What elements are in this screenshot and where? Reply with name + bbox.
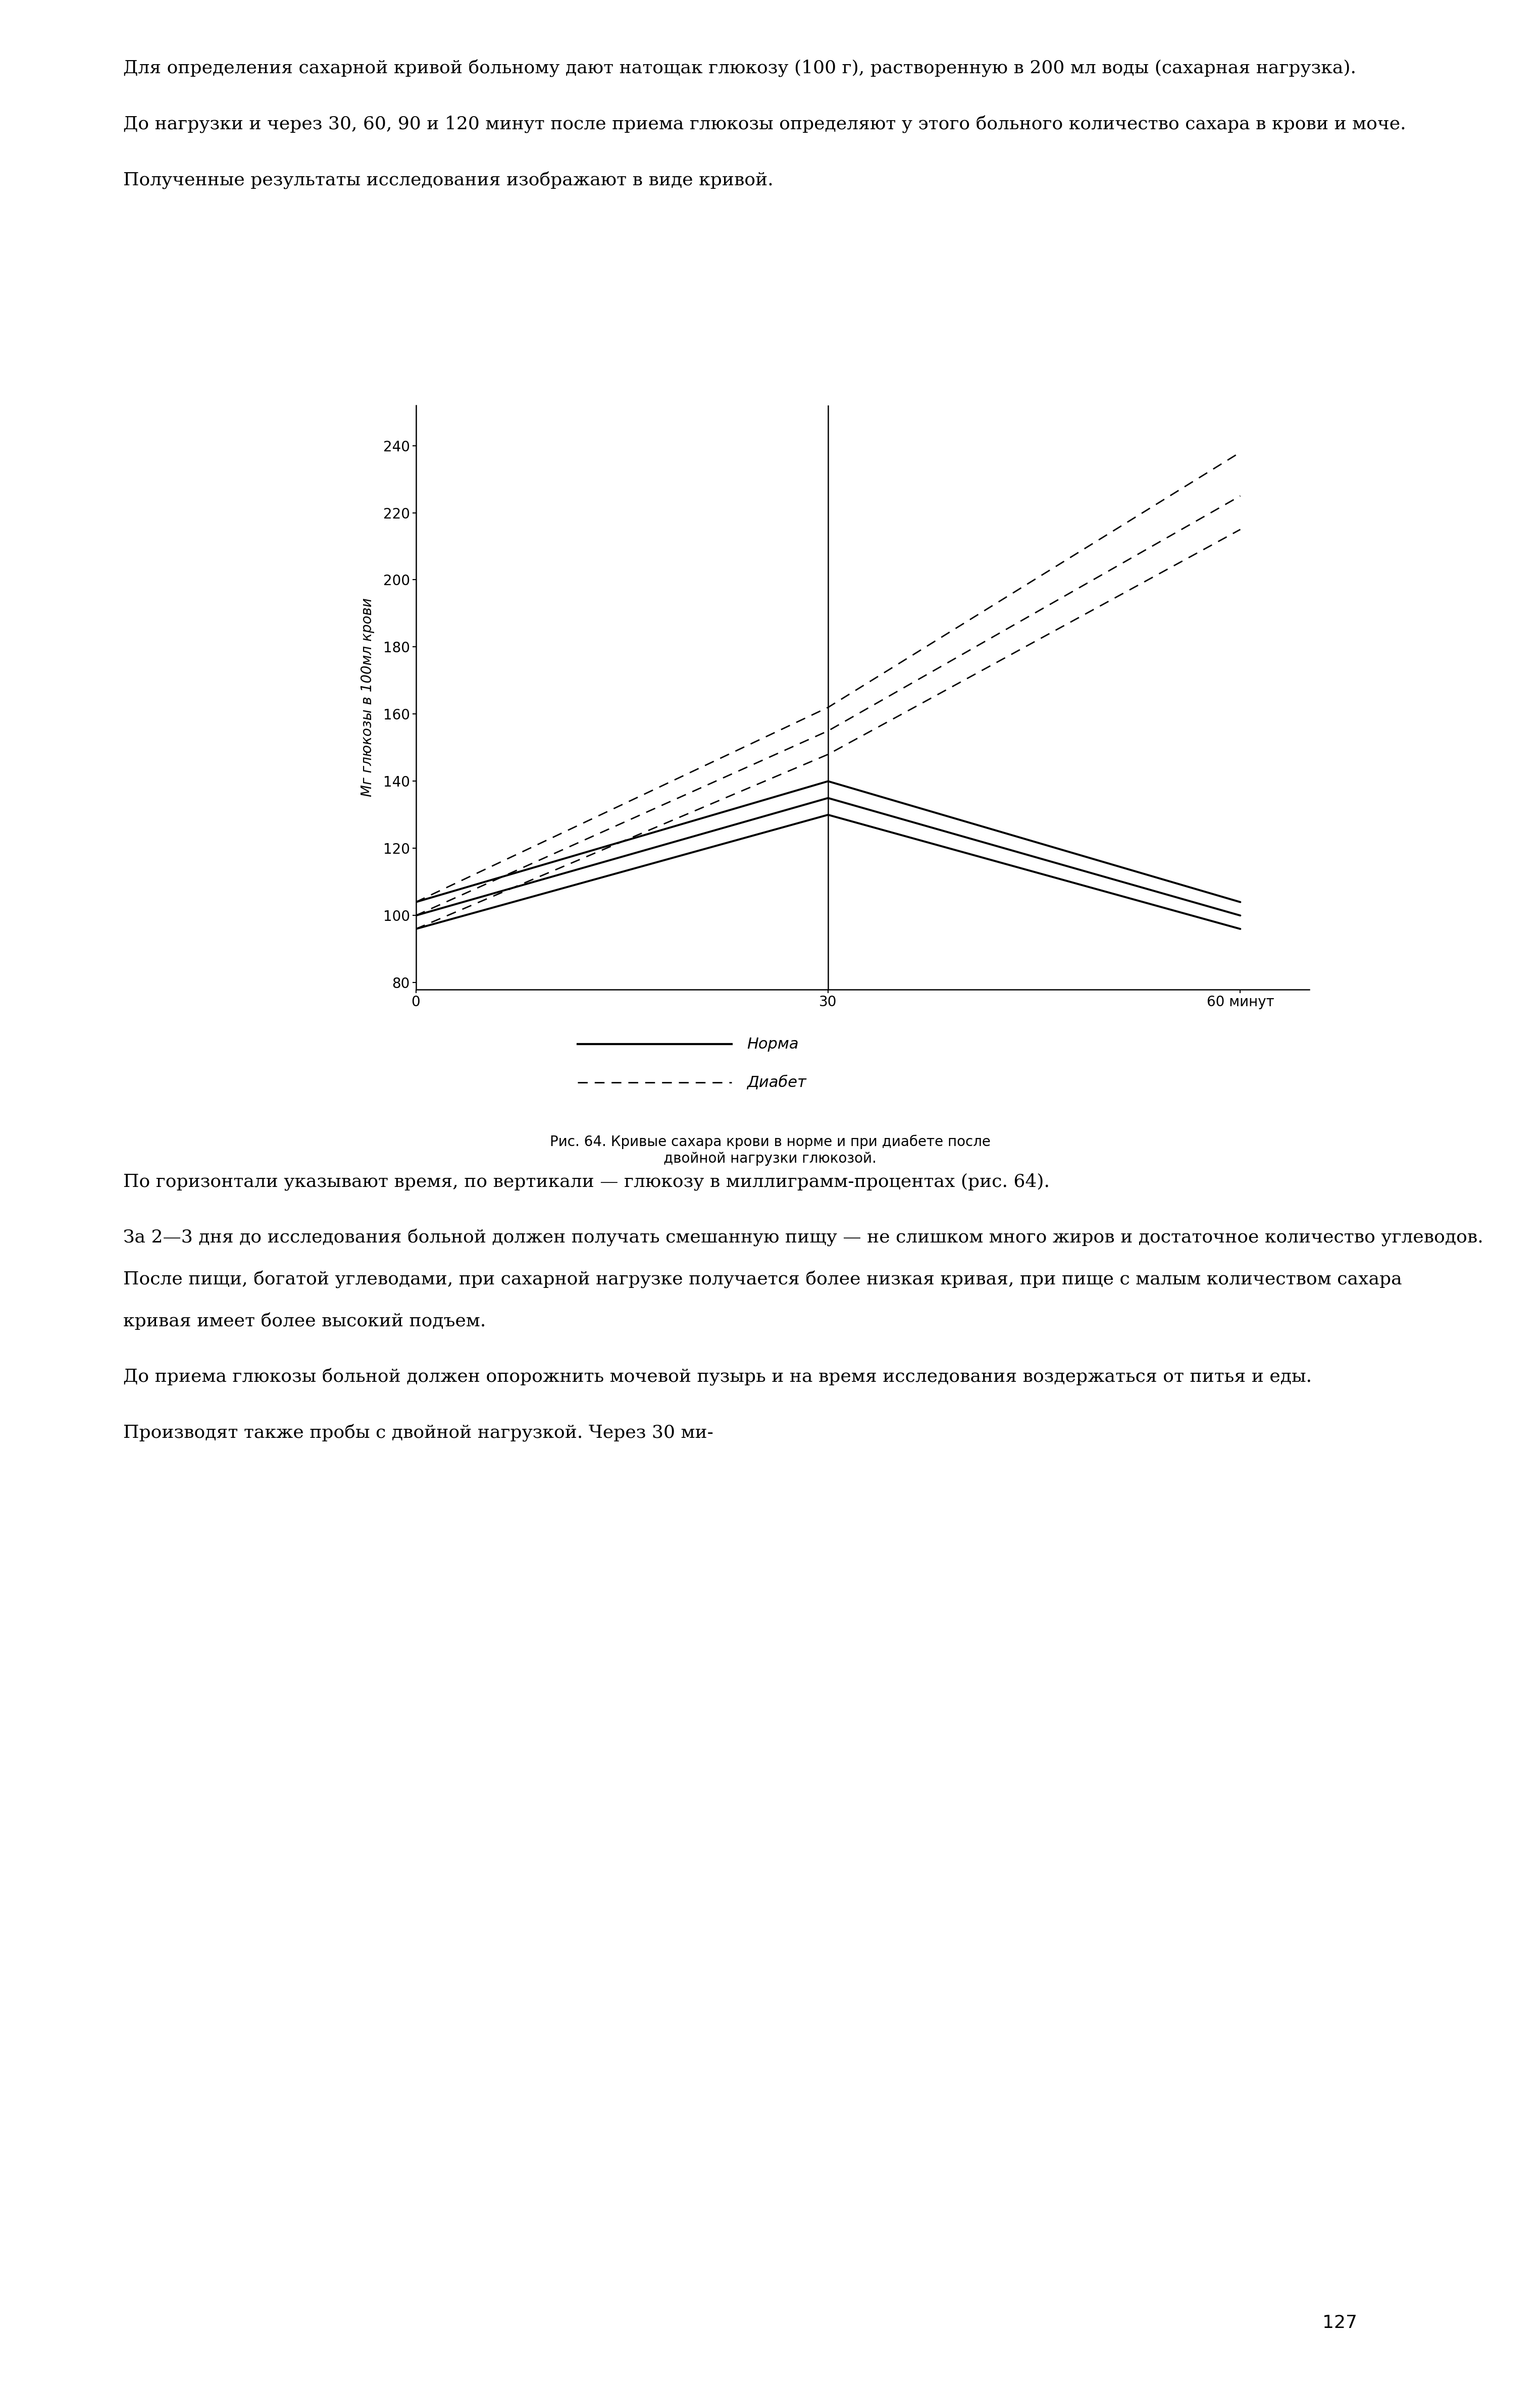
Text: кривая имеет более высокий подъем.: кривая имеет более высокий подъем. [123,1311,487,1330]
Text: За 2—3 дня до исследования больной должен получать смешанную пищу — не слишком м: За 2—3 дня до исследования больной долже… [123,1230,1483,1247]
Text: Норма: Норма [747,1037,799,1051]
Y-axis label: Мг глюкозы в 100мл крови: Мг глюкозы в 100мл крови [360,598,374,796]
Text: До приема глюкозы больной должен опорожнить мочевой пузырь и на время исследован: До приема глюкозы больной должен опорожн… [123,1368,1312,1385]
Text: После пищи, богатой углеводами, при сахарной нагрузке получается более низкая кр: После пищи, богатой углеводами, при саха… [123,1271,1401,1287]
Text: До нагрузки и через 30, 60, 90 и 120 минут после приема глюкозы определяют у это: До нагрузки и через 30, 60, 90 и 120 мин… [123,114,1406,134]
Text: 127: 127 [1323,2315,1357,2332]
Text: Рис. 64. Кривые сахара крови в норме и при диабете после
двойной нагрузки глюкоз: Рис. 64. Кривые сахара крови в норме и п… [550,1135,990,1166]
Text: Для определения сахарной кривой больному дают натощак глюкозу (100 г), растворен: Для определения сахарной кривой больному… [123,60,1357,76]
Text: Производят также пробы с двойной нагрузкой. Через 30 ми-: Производят также пробы с двойной нагрузк… [123,1426,713,1442]
Text: Диабет: Диабет [747,1075,807,1089]
Text: По горизонтали указывают время, по вертикали — глюкозу в миллиграмм-процентах (р: По горизонтали указывают время, по верти… [123,1173,1050,1190]
Text: Полученные результаты исследования изображают в виде кривой.: Полученные результаты исследования изобр… [123,172,773,188]
